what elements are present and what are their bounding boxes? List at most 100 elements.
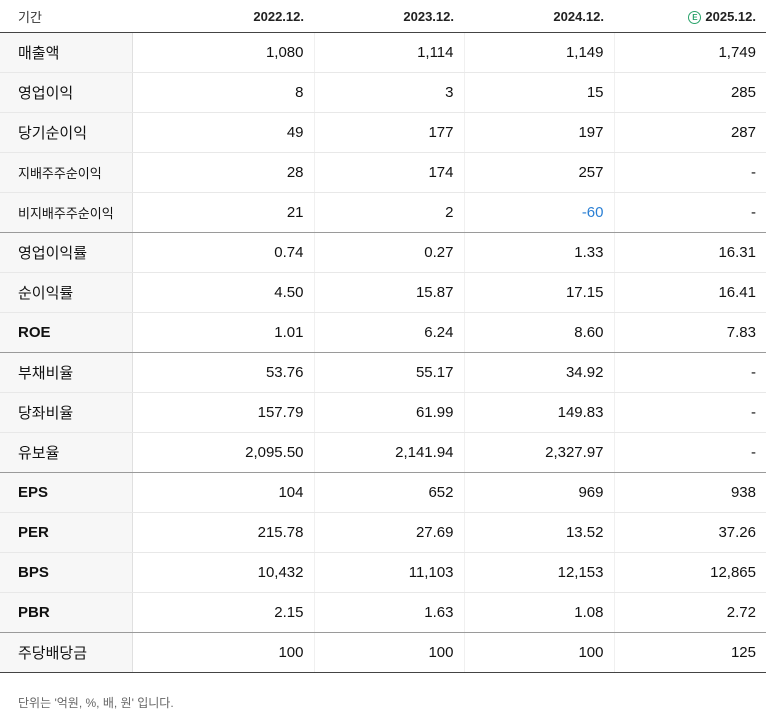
cell-value: 1,080 bbox=[132, 32, 315, 73]
table-row: 유보율 2,095.50 2,141.94 2,327.97 - bbox=[0, 432, 766, 473]
table-row: 부채비율 53.76 55.17 34.92 - bbox=[0, 352, 766, 393]
cell-value: 652 bbox=[314, 472, 465, 513]
cell-value: 10,432 bbox=[132, 552, 315, 593]
cell-value: 8 bbox=[132, 72, 315, 113]
cell-value: 104 bbox=[132, 472, 315, 513]
cell-value: 215.78 bbox=[132, 512, 315, 553]
cell-value: 2.15 bbox=[132, 592, 315, 633]
row-label: 영업이익 bbox=[0, 72, 133, 113]
cell-value: 100 bbox=[132, 632, 315, 673]
cell-value: 55.17 bbox=[314, 352, 465, 393]
cell-value: 177 bbox=[314, 112, 465, 153]
unit-footnote: 단위는 '억원, %, 배, 원' 입니다. bbox=[18, 696, 174, 710]
cell-value: 8.60 bbox=[464, 312, 615, 353]
cell-value: 100 bbox=[314, 632, 465, 673]
table-row: 매출액 1,080 1,114 1,149 1,749 bbox=[0, 32, 766, 73]
cell-value: 174 bbox=[314, 152, 465, 193]
cell-value: 287 bbox=[614, 112, 766, 153]
table-row: 비지배주주순이익 21 2 -60 - bbox=[0, 192, 766, 233]
cell-value: - bbox=[614, 152, 766, 193]
row-label: BPS bbox=[0, 552, 133, 593]
cell-value: 1.01 bbox=[132, 312, 315, 353]
table-row: 순이익률 4.50 15.87 17.15 16.41 bbox=[0, 272, 766, 313]
cell-value-negative: -60 bbox=[464, 192, 615, 233]
cell-value: 2 bbox=[314, 192, 465, 233]
cell-value: 1,749 bbox=[614, 32, 766, 73]
cell-value: 17.15 bbox=[464, 272, 615, 313]
row-label: EPS bbox=[0, 472, 133, 513]
cell-value: 27.69 bbox=[314, 512, 465, 553]
cell-value: 28 bbox=[132, 152, 315, 193]
cell-value: 2,141.94 bbox=[314, 432, 465, 473]
period-label: 기간 bbox=[0, 0, 132, 33]
cell-value: 16.31 bbox=[614, 232, 766, 273]
estimate-badge-icon: E bbox=[688, 10, 702, 24]
row-label: 부채비율 bbox=[0, 352, 133, 393]
cell-value: 37.26 bbox=[614, 512, 766, 553]
cell-value: 61.99 bbox=[314, 392, 465, 433]
row-label: 지배주주순이익 bbox=[0, 152, 133, 193]
table-row: EPS 104 652 969 938 bbox=[0, 472, 766, 513]
header-row: 기간 2022.12. 2023.12. 2024.12. E 2025.12. bbox=[0, 0, 766, 33]
cell-value: 12,865 bbox=[614, 552, 766, 593]
cell-value: 125 bbox=[614, 632, 766, 673]
period-2025-estimate: E 2025.12. bbox=[614, 0, 766, 33]
row-label: 당좌비율 bbox=[0, 392, 133, 433]
table-row: PER 215.78 27.69 13.52 37.26 bbox=[0, 512, 766, 553]
cell-value: 4.50 bbox=[132, 272, 315, 313]
cell-value: 16.41 bbox=[614, 272, 766, 313]
cell-value: 938 bbox=[614, 472, 766, 513]
cell-value: 3 bbox=[314, 72, 465, 113]
period-2023: 2023.12. bbox=[314, 0, 464, 33]
cell-value: 2,095.50 bbox=[132, 432, 315, 473]
cell-value: 49 bbox=[132, 112, 315, 153]
cell-value: 11,103 bbox=[314, 552, 465, 593]
cell-value: 15 bbox=[464, 72, 615, 113]
row-label: PBR bbox=[0, 592, 133, 633]
cell-value: - bbox=[614, 192, 766, 233]
cell-value: 257 bbox=[464, 152, 615, 193]
cell-value: 1,114 bbox=[314, 32, 465, 73]
cell-value: 100 bbox=[464, 632, 615, 673]
cell-value: 1.08 bbox=[464, 592, 615, 633]
row-label: 영업이익률 bbox=[0, 232, 133, 273]
cell-value: 285 bbox=[614, 72, 766, 113]
table-row: BPS 10,432 11,103 12,153 12,865 bbox=[0, 552, 766, 593]
cell-value: 969 bbox=[464, 472, 615, 513]
row-label: 당기순이익 bbox=[0, 112, 133, 153]
row-label: PER bbox=[0, 512, 133, 553]
row-label: 주당배당금 bbox=[0, 632, 133, 673]
cell-value: 21 bbox=[132, 192, 315, 233]
table-row: 주당배당금 100 100 100 125 bbox=[0, 632, 766, 673]
table-row: PBR 2.15 1.63 1.08 2.72 bbox=[0, 592, 766, 633]
cell-value: 53.76 bbox=[132, 352, 315, 393]
cell-value: - bbox=[614, 352, 766, 393]
table-row: 당좌비율 157.79 61.99 149.83 - bbox=[0, 392, 766, 433]
cell-value: 15.87 bbox=[314, 272, 465, 313]
row-label: 유보율 bbox=[0, 432, 133, 473]
period-2022: 2022.12. bbox=[132, 0, 314, 33]
period-2025: 2025.12. bbox=[705, 8, 756, 24]
table-row: ROE 1.01 6.24 8.60 7.83 bbox=[0, 312, 766, 353]
table-row: 영업이익률 0.74 0.27 1.33 16.31 bbox=[0, 232, 766, 273]
table-row: 당기순이익 49 177 197 287 bbox=[0, 112, 766, 153]
cell-value: 13.52 bbox=[464, 512, 615, 553]
table-row: 영업이익 8 3 15 285 bbox=[0, 72, 766, 113]
row-label: 비지배주주순이익 bbox=[0, 192, 133, 233]
cell-value: 1.33 bbox=[464, 232, 615, 273]
cell-value: 0.74 bbox=[132, 232, 315, 273]
cell-value: - bbox=[614, 432, 766, 473]
cell-value: 157.79 bbox=[132, 392, 315, 433]
cell-value: 12,153 bbox=[464, 552, 615, 593]
cell-value: 2.72 bbox=[614, 592, 766, 633]
cell-value: 7.83 bbox=[614, 312, 766, 353]
row-label: ROE bbox=[0, 312, 133, 353]
cell-value: - bbox=[614, 392, 766, 433]
cell-value: 0.27 bbox=[314, 232, 465, 273]
cell-value: 149.83 bbox=[464, 392, 615, 433]
row-label: 순이익률 bbox=[0, 272, 133, 313]
financial-table: 기간 2022.12. 2023.12. 2024.12. E 2025.12. … bbox=[0, 0, 766, 673]
cell-value: 197 bbox=[464, 112, 615, 153]
period-2024: 2024.12. bbox=[464, 0, 614, 33]
cell-value: 1,149 bbox=[464, 32, 615, 73]
